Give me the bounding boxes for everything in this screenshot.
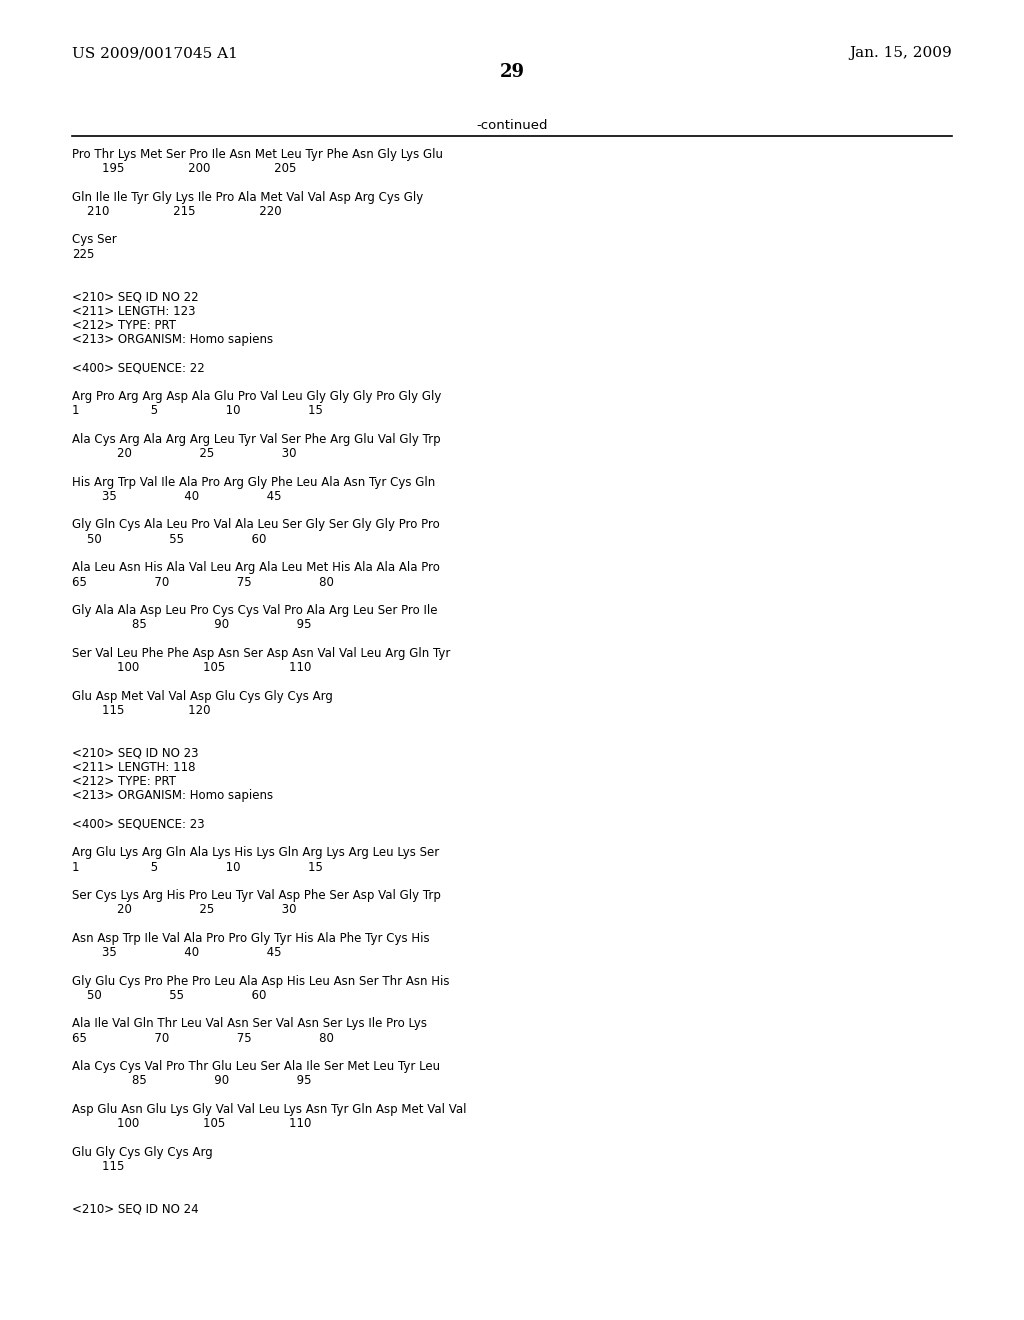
- Text: <400> SEQUENCE: 22: <400> SEQUENCE: 22: [72, 362, 205, 375]
- Text: Gly Glu Cys Pro Phe Pro Leu Ala Asp His Leu Asn Ser Thr Asn His: Gly Glu Cys Pro Phe Pro Leu Ala Asp His …: [72, 974, 450, 987]
- Text: 85                  90                  95: 85 90 95: [72, 1074, 311, 1088]
- Text: <210> SEQ ID NO 22: <210> SEQ ID NO 22: [72, 290, 199, 304]
- Text: 115                 120: 115 120: [72, 704, 210, 717]
- Text: <211> LENGTH: 118: <211> LENGTH: 118: [72, 760, 196, 774]
- Text: Glu Asp Met Val Val Asp Glu Cys Gly Cys Arg: Glu Asp Met Val Val Asp Glu Cys Gly Cys …: [72, 689, 333, 702]
- Text: 65                  70                  75                  80: 65 70 75 80: [72, 1032, 334, 1044]
- Text: Asp Glu Asn Glu Lys Gly Val Val Leu Lys Asn Tyr Gln Asp Met Val Val: Asp Glu Asn Glu Lys Gly Val Val Leu Lys …: [72, 1104, 466, 1115]
- Text: Arg Pro Arg Arg Asp Ala Glu Pro Val Leu Gly Gly Gly Pro Gly Gly: Arg Pro Arg Arg Asp Ala Glu Pro Val Leu …: [72, 391, 441, 403]
- Text: Asn Asp Trp Ile Val Ala Pro Pro Gly Tyr His Ala Phe Tyr Cys His: Asn Asp Trp Ile Val Ala Pro Pro Gly Tyr …: [72, 932, 429, 945]
- Text: Ala Ile Val Gln Thr Leu Val Asn Ser Val Asn Ser Lys Ile Pro Lys: Ala Ile Val Gln Thr Leu Val Asn Ser Val …: [72, 1018, 427, 1031]
- Text: Cys Ser: Cys Ser: [72, 234, 117, 247]
- Text: 115: 115: [72, 1160, 124, 1173]
- Text: <213> ORGANISM: Homo sapiens: <213> ORGANISM: Homo sapiens: [72, 333, 272, 346]
- Text: <212> TYPE: PRT: <212> TYPE: PRT: [72, 319, 176, 331]
- Text: US 2009/0017045 A1: US 2009/0017045 A1: [72, 46, 238, 61]
- Text: <400> SEQUENCE: 23: <400> SEQUENCE: 23: [72, 818, 205, 830]
- Text: 29: 29: [500, 63, 524, 82]
- Text: 20                  25                  30: 20 25 30: [72, 447, 296, 461]
- Text: <213> ORGANISM: Homo sapiens: <213> ORGANISM: Homo sapiens: [72, 789, 272, 803]
- Text: 195                 200                 205: 195 200 205: [72, 162, 296, 176]
- Text: 50                  55                  60: 50 55 60: [72, 533, 266, 545]
- Text: Ser Val Leu Phe Phe Asp Asn Ser Asp Asn Val Val Leu Arg Gln Tyr: Ser Val Leu Phe Phe Asp Asn Ser Asp Asn …: [72, 647, 451, 660]
- Text: His Arg Trp Val Ile Ala Pro Arg Gly Phe Leu Ala Asn Tyr Cys Gln: His Arg Trp Val Ile Ala Pro Arg Gly Phe …: [72, 475, 435, 488]
- Text: 1                   5                  10                  15: 1 5 10 15: [72, 404, 323, 417]
- Text: Glu Gly Cys Gly Cys Arg: Glu Gly Cys Gly Cys Arg: [72, 1146, 212, 1159]
- Text: -continued: -continued: [476, 119, 548, 132]
- Text: 210                 215                 220: 210 215 220: [72, 205, 282, 218]
- Text: Gly Ala Ala Asp Leu Pro Cys Cys Val Pro Ala Arg Leu Ser Pro Ile: Gly Ala Ala Asp Leu Pro Cys Cys Val Pro …: [72, 605, 437, 616]
- Text: <211> LENGTH: 123: <211> LENGTH: 123: [72, 305, 196, 318]
- Text: Ala Cys Cys Val Pro Thr Glu Leu Ser Ala Ile Ser Met Leu Tyr Leu: Ala Cys Cys Val Pro Thr Glu Leu Ser Ala …: [72, 1060, 439, 1073]
- Text: 50                  55                  60: 50 55 60: [72, 989, 266, 1002]
- Text: 20                  25                  30: 20 25 30: [72, 903, 296, 916]
- Text: Jan. 15, 2009: Jan. 15, 2009: [850, 46, 952, 61]
- Text: <212> TYPE: PRT: <212> TYPE: PRT: [72, 775, 176, 788]
- Text: Gly Gln Cys Ala Leu Pro Val Ala Leu Ser Gly Ser Gly Gly Pro Pro: Gly Gln Cys Ala Leu Pro Val Ala Leu Ser …: [72, 519, 439, 532]
- Text: Arg Glu Lys Arg Gln Ala Lys His Lys Gln Arg Lys Arg Leu Lys Ser: Arg Glu Lys Arg Gln Ala Lys His Lys Gln …: [72, 846, 439, 859]
- Text: 65                  70                  75                  80: 65 70 75 80: [72, 576, 334, 589]
- Text: Ala Leu Asn His Ala Val Leu Arg Ala Leu Met His Ala Ala Ala Pro: Ala Leu Asn His Ala Val Leu Arg Ala Leu …: [72, 561, 439, 574]
- Text: 1                   5                  10                  15: 1 5 10 15: [72, 861, 323, 874]
- Text: 35                  40                  45: 35 40 45: [72, 946, 282, 960]
- Text: 225: 225: [72, 248, 94, 260]
- Text: 100                 105                 110: 100 105 110: [72, 661, 311, 675]
- Text: <210> SEQ ID NO 23: <210> SEQ ID NO 23: [72, 747, 199, 759]
- Text: Pro Thr Lys Met Ser Pro Ile Asn Met Leu Tyr Phe Asn Gly Lys Glu: Pro Thr Lys Met Ser Pro Ile Asn Met Leu …: [72, 148, 442, 161]
- Text: 100                 105                 110: 100 105 110: [72, 1117, 311, 1130]
- Text: 85                  90                  95: 85 90 95: [72, 618, 311, 631]
- Text: <210> SEQ ID NO 24: <210> SEQ ID NO 24: [72, 1203, 199, 1216]
- Text: Ser Cys Lys Arg His Pro Leu Tyr Val Asp Phe Ser Asp Val Gly Trp: Ser Cys Lys Arg His Pro Leu Tyr Val Asp …: [72, 890, 440, 902]
- Text: Gln Ile Ile Tyr Gly Lys Ile Pro Ala Met Val Val Asp Arg Cys Gly: Gln Ile Ile Tyr Gly Lys Ile Pro Ala Met …: [72, 190, 423, 203]
- Text: 35                  40                  45: 35 40 45: [72, 490, 282, 503]
- Text: Ala Cys Arg Ala Arg Arg Leu Tyr Val Ser Phe Arg Glu Val Gly Trp: Ala Cys Arg Ala Arg Arg Leu Tyr Val Ser …: [72, 433, 440, 446]
